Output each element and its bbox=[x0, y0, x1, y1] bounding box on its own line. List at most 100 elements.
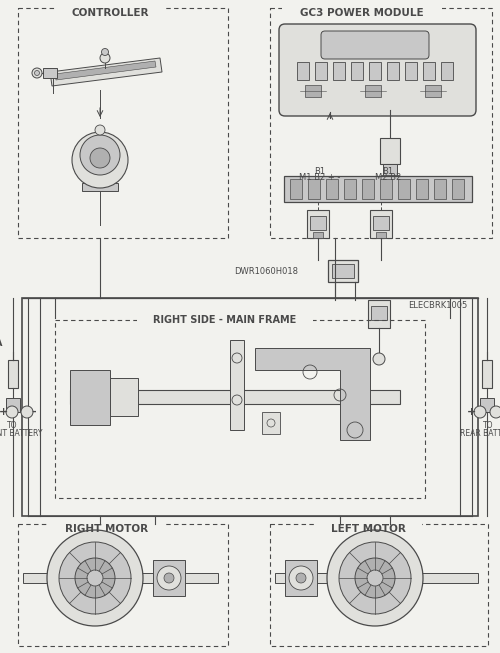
Circle shape bbox=[75, 558, 115, 598]
Circle shape bbox=[373, 353, 385, 365]
Bar bbox=[307, 210, 329, 238]
Circle shape bbox=[296, 573, 306, 583]
Circle shape bbox=[339, 542, 411, 614]
Bar bbox=[480, 398, 494, 412]
Bar bbox=[262, 412, 280, 434]
Bar bbox=[452, 179, 464, 199]
Circle shape bbox=[6, 406, 18, 418]
Bar bbox=[290, 179, 302, 199]
Bar bbox=[365, 85, 381, 97]
Bar bbox=[43, 68, 57, 78]
Circle shape bbox=[59, 542, 131, 614]
Circle shape bbox=[100, 53, 110, 63]
Polygon shape bbox=[50, 58, 162, 86]
Text: TO: TO bbox=[483, 421, 493, 430]
Bar bbox=[48, 523, 166, 536]
Bar bbox=[282, 7, 442, 20]
Circle shape bbox=[80, 135, 120, 175]
Bar bbox=[56, 7, 164, 20]
Text: DWR1060H018: DWR1060H018 bbox=[234, 266, 298, 276]
Bar bbox=[376, 232, 386, 238]
Bar bbox=[398, 179, 410, 199]
Text: REAR BATTERY: REAR BATTERY bbox=[460, 430, 500, 439]
Circle shape bbox=[289, 566, 313, 590]
Text: B1: B1 bbox=[314, 168, 326, 176]
Polygon shape bbox=[255, 348, 370, 440]
Text: RIGHT SIDE - MAIN FRAME: RIGHT SIDE - MAIN FRAME bbox=[154, 315, 296, 325]
Text: M1 B2 + -: M1 B2 + - bbox=[300, 174, 341, 182]
Bar bbox=[305, 85, 321, 97]
Bar bbox=[369, 62, 381, 80]
Text: +: + bbox=[0, 407, 8, 417]
Bar bbox=[270, 524, 488, 646]
Bar bbox=[275, 573, 478, 583]
Bar bbox=[22, 298, 478, 516]
FancyBboxPatch shape bbox=[279, 24, 476, 116]
Text: +: + bbox=[468, 407, 476, 417]
Bar bbox=[315, 62, 327, 80]
Bar bbox=[380, 179, 392, 199]
Bar bbox=[297, 62, 309, 80]
Bar bbox=[137, 313, 313, 327]
Circle shape bbox=[21, 406, 33, 418]
Bar bbox=[230, 340, 244, 430]
Bar bbox=[82, 183, 118, 191]
Text: ELECBRK1005: ELECBRK1005 bbox=[408, 300, 467, 310]
Bar bbox=[70, 390, 400, 404]
Circle shape bbox=[32, 68, 42, 78]
Text: FRONT BATTERY: FRONT BATTERY bbox=[0, 430, 43, 439]
Circle shape bbox=[90, 148, 110, 168]
Text: -: - bbox=[32, 407, 36, 417]
Circle shape bbox=[34, 71, 40, 76]
Bar bbox=[326, 179, 338, 199]
Bar bbox=[405, 62, 417, 80]
Bar bbox=[8, 360, 18, 388]
Circle shape bbox=[164, 573, 174, 583]
Bar bbox=[55, 320, 425, 498]
Bar bbox=[70, 370, 110, 425]
Bar bbox=[18, 524, 228, 646]
Bar bbox=[416, 179, 428, 199]
Bar bbox=[383, 164, 397, 178]
Bar bbox=[308, 179, 320, 199]
Bar bbox=[310, 216, 326, 230]
Bar bbox=[370, 210, 392, 238]
Circle shape bbox=[490, 406, 500, 418]
Bar bbox=[351, 62, 363, 80]
Bar bbox=[23, 573, 218, 583]
Text: LEFT MOTOR: LEFT MOTOR bbox=[330, 524, 406, 534]
Bar bbox=[270, 8, 492, 238]
Text: GC3 POWER MODULE: GC3 POWER MODULE bbox=[300, 8, 424, 18]
Circle shape bbox=[47, 530, 143, 626]
Bar bbox=[368, 300, 390, 328]
Bar bbox=[434, 179, 446, 199]
Text: 50 A: 50 A bbox=[0, 340, 2, 349]
Circle shape bbox=[87, 570, 103, 586]
Bar bbox=[6, 398, 20, 412]
Circle shape bbox=[157, 566, 181, 590]
Bar bbox=[425, 85, 441, 97]
Bar bbox=[313, 232, 323, 238]
Bar bbox=[387, 62, 399, 80]
Bar bbox=[332, 264, 354, 278]
Bar bbox=[153, 560, 185, 596]
Bar bbox=[423, 62, 435, 80]
Text: RIGHT MOTOR: RIGHT MOTOR bbox=[66, 524, 148, 534]
Bar bbox=[284, 176, 472, 202]
Bar bbox=[285, 560, 317, 596]
Bar bbox=[110, 378, 138, 416]
Bar bbox=[333, 62, 345, 80]
Bar bbox=[441, 62, 453, 80]
Text: B1: B1 bbox=[382, 168, 394, 176]
Bar bbox=[18, 8, 228, 238]
Circle shape bbox=[367, 570, 383, 586]
Bar bbox=[344, 179, 356, 199]
Polygon shape bbox=[55, 61, 156, 80]
Circle shape bbox=[72, 132, 128, 188]
FancyBboxPatch shape bbox=[321, 31, 429, 59]
Text: M2 B2: M2 B2 bbox=[375, 174, 401, 182]
Circle shape bbox=[327, 530, 423, 626]
Bar bbox=[381, 175, 399, 181]
Circle shape bbox=[102, 48, 108, 56]
Circle shape bbox=[474, 406, 486, 418]
